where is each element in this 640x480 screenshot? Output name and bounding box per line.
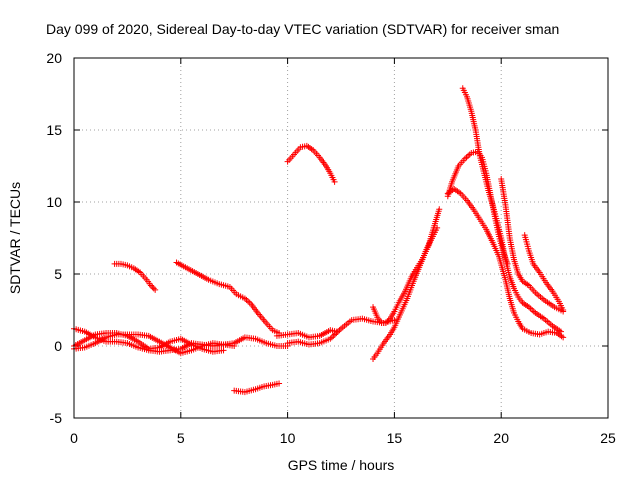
data-point [336,327,343,334]
series-arc6 [231,380,283,396]
data-point [150,285,157,292]
chart-title: Day 099 of 2020, Sidereal Day-to-day VTE… [46,21,559,37]
x-axis-label: GPS time / hours [288,457,395,473]
y-axis-label: SDTVAR / TECUs [7,182,23,294]
y-tick-label: 20 [46,50,62,66]
axis-ticks [73,57,609,419]
x-tick-label: 0 [70,430,78,446]
series-arc15 [498,175,567,315]
series-arc8 [273,327,340,341]
series-arc7 [284,142,338,185]
data-point [147,282,154,289]
data-point [560,307,567,313]
series-arc11 [370,224,441,362]
y-tick-label: 15 [46,122,62,138]
series-arc16 [521,232,567,313]
y-tick-label: -5 [50,410,63,426]
data-point [385,317,392,324]
data-point [558,328,565,335]
series-arc12 [459,85,565,335]
data-point [434,224,441,231]
data-points [71,85,567,396]
series-arc14 [444,186,567,341]
series-arc13 [444,148,511,267]
x-tick-label: 15 [387,430,403,446]
data-point [220,347,227,354]
data-point [152,286,159,293]
x-tick-labels: 0 5 10 15 20 25 [70,430,616,446]
data-point [560,334,567,341]
series-arc3 [71,330,227,355]
data-point [231,343,238,349]
series-arc10 [370,206,443,326]
y-tick-label: 5 [54,266,62,282]
data-point [382,319,389,326]
x-tick-label: 10 [280,430,296,446]
data-point [331,178,338,185]
series-arc5 [173,259,283,337]
plot-frame [73,57,609,419]
y-tick-labels: -5 0 5 10 15 20 [46,50,62,426]
x-tick-label: 5 [177,430,185,446]
data-point [391,317,398,324]
data-point [384,318,391,325]
data-point [334,328,341,335]
data-point [149,283,156,290]
grid-lines [74,58,608,418]
data-point [504,260,511,267]
y-tick-label: 10 [46,194,62,210]
data-point [436,206,443,213]
x-tick-label: 25 [600,430,616,446]
series-arc4 [111,260,159,293]
data-point [330,332,337,339]
y-tick-label: 0 [54,338,62,354]
data-point [276,380,283,387]
x-tick-label: 20 [493,430,509,446]
